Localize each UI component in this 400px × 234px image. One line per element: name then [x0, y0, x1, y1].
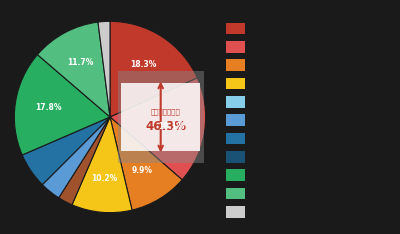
Text: 10.2%: 10.2% — [92, 174, 118, 183]
Bar — [118, 71, 204, 163]
Bar — [226, 78, 245, 89]
Wedge shape — [98, 21, 110, 117]
Bar — [226, 41, 245, 53]
Bar — [226, 188, 245, 199]
Wedge shape — [14, 55, 110, 155]
Bar — [226, 206, 245, 218]
Text: 46.3%: 46.3% — [145, 120, 186, 133]
Text: 9.9%: 9.9% — [132, 166, 153, 175]
Bar — [226, 23, 245, 34]
Bar — [226, 59, 245, 71]
Bar — [226, 114, 245, 126]
Text: 11.7%: 11.7% — [67, 58, 94, 67]
Text: 17.8%: 17.8% — [35, 103, 62, 112]
Bar — [226, 151, 245, 163]
Wedge shape — [72, 117, 132, 213]
Text: 18.1%: 18.1% — [158, 122, 185, 131]
Wedge shape — [59, 117, 110, 205]
Text: 18.3%: 18.3% — [131, 60, 157, 69]
Bar — [226, 169, 245, 181]
Text: ペットショップ: ペットショップ — [151, 108, 180, 115]
Wedge shape — [22, 117, 110, 185]
Wedge shape — [42, 117, 110, 198]
Bar — [122, 83, 200, 151]
Wedge shape — [110, 117, 182, 210]
Bar — [226, 133, 245, 144]
Wedge shape — [110, 21, 197, 117]
Bar — [226, 96, 245, 108]
Wedge shape — [38, 22, 110, 117]
Wedge shape — [110, 78, 206, 180]
